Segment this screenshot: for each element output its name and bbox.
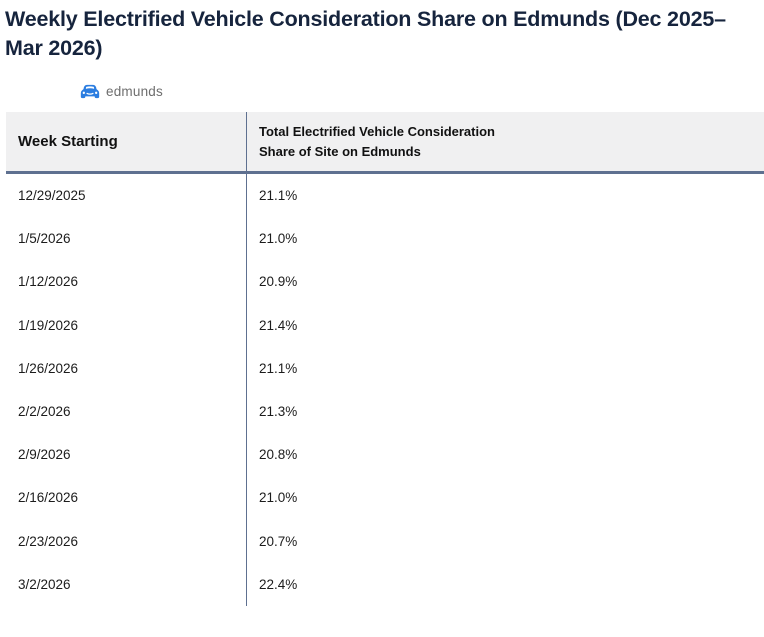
week-cell: 2/9/2026 <box>18 447 71 463</box>
car-icon <box>80 84 100 99</box>
column-header-week-starting: Week Starting <box>18 133 118 150</box>
column-header-consideration-share: Total Electrified Vehicle Consideration … <box>246 112 764 171</box>
week-cell: 1/26/2026 <box>18 360 79 376</box>
column-header-line1: Total Electrified Vehicle Consideration <box>259 123 495 139</box>
share-cell: 21.0% <box>246 476 764 520</box>
share-cell: 21.3% <box>246 389 764 434</box>
share-cell: 21.0% <box>246 217 764 261</box>
table-body: 12/29/2025 21.1% 1/5/2026 21.0% 1/12/202… <box>6 174 764 606</box>
data-table: Week Starting Total Electrified Vehicle … <box>6 112 764 606</box>
table-row: 1/5/2026 21.0% <box>6 217 764 261</box>
week-cell: 2/2/2026 <box>18 404 71 420</box>
share-cell: 21.1% <box>246 174 764 218</box>
share-cell: 22.4% <box>246 562 764 606</box>
column-header-line2: Share of Site on Edmunds <box>259 143 421 159</box>
table-header-row: Week Starting Total Electrified Vehicle … <box>6 112 764 174</box>
share-cell: 21.4% <box>246 303 764 347</box>
share-cell: 21.1% <box>246 346 764 390</box>
table-row: 1/19/2026 21.4% <box>6 303 764 347</box>
table-row: 2/23/2026 20.7% <box>6 519 764 563</box>
week-cell: 1/5/2026 <box>18 231 71 247</box>
week-cell: 2/16/2026 <box>18 490 79 506</box>
share-cell: 20.7% <box>246 519 764 563</box>
week-cell: 1/12/2026 <box>18 274 79 290</box>
week-cell: 3/2/2026 <box>18 576 71 592</box>
table-row: 1/12/2026 20.9% <box>6 260 764 304</box>
week-cell: 12/29/2025 <box>18 188 86 204</box>
share-cell: 20.8% <box>246 433 764 477</box>
page-title: Weekly Electrified Vehicle Consideration… <box>5 7 726 60</box>
table-row: 12/29/2025 21.1% <box>6 174 764 218</box>
table-row: 2/2/2026 21.3% <box>6 389 764 434</box>
week-cell: 1/19/2026 <box>18 317 79 333</box>
share-cell: 20.9% <box>246 260 764 304</box>
table-row: 1/26/2026 21.1% <box>6 346 764 390</box>
week-cell: 2/23/2026 <box>18 533 79 549</box>
edmunds-logo: edmunds <box>80 82 764 100</box>
table-row: 2/9/2026 20.8% <box>6 433 764 477</box>
edmunds-logo-text: edmunds <box>106 83 163 99</box>
table-row: 2/16/2026 21.0% <box>6 476 764 520</box>
table-row: 3/2/2026 22.4% <box>6 562 764 606</box>
